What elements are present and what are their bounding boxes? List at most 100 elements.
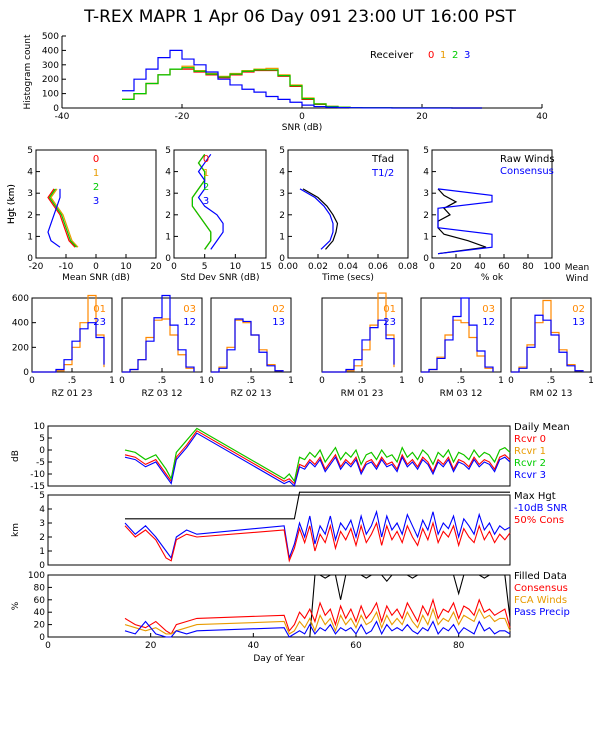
x-axis-label: RZ 03 12 xyxy=(141,389,182,399)
page-title: T-REX MAPR 1 Apr 06 Day 091 23:00 UT 16:… xyxy=(83,7,516,27)
pct-timeseries-series-Consensus xyxy=(124,597,511,635)
ts-legend-entry: FCA Winds xyxy=(514,595,567,606)
y-tick-label: 0 xyxy=(279,254,285,264)
legend-entry-0: 0 xyxy=(203,154,209,165)
mean-snr-profile-series-1 xyxy=(50,188,79,248)
histogram-series-3 xyxy=(122,49,482,109)
y-tick-label: 10 xyxy=(34,422,46,432)
ts-legend-entry: Rcvr 0 xyxy=(514,434,546,445)
legend-entry-1: 1 xyxy=(440,50,446,61)
x-tick-label: 0.02 xyxy=(308,262,328,272)
axes-frame xyxy=(47,494,511,566)
cohist-label-a: 03 xyxy=(183,304,196,315)
mean-wind-label: Wind xyxy=(566,274,589,284)
cohist-label-a: 02 xyxy=(572,304,585,315)
y-tick-label: 2 xyxy=(27,211,33,221)
height-timeseries-series--10dB SNR xyxy=(124,509,511,561)
daily-snr-timeseries-series-Rcvr 0 xyxy=(124,430,511,485)
pct-ok-profile-series-Consensus xyxy=(437,188,493,255)
y-tick-label: 3 xyxy=(279,189,285,199)
cohist-rm-0123-series-23 xyxy=(322,319,395,373)
y-axis-label: Histogram count xyxy=(23,34,33,109)
x-axis-label: RM 02 13 xyxy=(530,389,573,399)
cohist-rm-0312-series-12 xyxy=(421,297,494,373)
x-tick-label: 20 xyxy=(450,262,462,272)
mean-snr-profile-series-2 xyxy=(48,188,77,248)
y-tick-label: 0 xyxy=(165,254,171,264)
y-tick-label: 2 xyxy=(423,211,429,221)
y-tick-label: 200 xyxy=(42,75,59,85)
legend-tfad: Tfad xyxy=(371,154,394,165)
y-tick-label: 600 xyxy=(12,294,29,304)
x-tick-label: 1 xyxy=(109,376,115,386)
pct-timeseries-series-Pass Precip xyxy=(124,620,511,638)
cohist-rz-0312-series-12 xyxy=(122,294,195,373)
x-axis-label: Std Dev SNR (dB) xyxy=(181,273,260,283)
marks-layer xyxy=(32,49,584,638)
cohist-label-b: 13 xyxy=(272,317,285,328)
x-tick-label: 0 xyxy=(319,376,325,386)
y-tick-label: 500 xyxy=(42,32,59,42)
cohist-rz-0213-series-13 xyxy=(211,318,284,373)
cohist-label-b: 12 xyxy=(482,317,495,328)
ts-legend-entry: Pass Precip xyxy=(514,607,570,618)
x-tick-label: 1 xyxy=(498,376,504,386)
y-tick-label: 1 xyxy=(423,232,429,242)
x-tick-label: 0 xyxy=(418,376,424,386)
x-tick-label: 60 xyxy=(498,262,510,272)
y-tick-label: 5 xyxy=(39,491,45,501)
x-tick-label: 0 xyxy=(119,376,125,386)
x-tick-label: 0.04 xyxy=(338,262,358,272)
cohist-label-a: 01 xyxy=(383,304,396,315)
cohist-label-a: 02 xyxy=(272,304,285,315)
y-tick-label: 0 xyxy=(423,254,429,264)
y-tick-label: 100 xyxy=(28,571,45,581)
legend-entry-2: 2 xyxy=(93,182,99,193)
y-tick-label: -5 xyxy=(36,458,45,468)
y-axis-label-profiles: Hgt (km) xyxy=(7,184,17,224)
y-tick-label: -10 xyxy=(30,470,45,480)
x-axis-label: Day of Year xyxy=(253,654,305,664)
pct-timeseries-series-FCA Winds xyxy=(124,607,511,635)
y-tick-label: 4 xyxy=(165,168,171,178)
x-tick-label: 0 xyxy=(45,641,51,651)
x-tick-label: 0 xyxy=(93,262,99,272)
y-tick-label: 5 xyxy=(279,146,285,156)
legend-entry-3: 3 xyxy=(464,50,470,61)
height-timeseries-series-Max Hgt xyxy=(125,491,510,520)
x-tick-label: .5 xyxy=(358,376,367,386)
legend-entry-2: 2 xyxy=(452,50,458,61)
x-tick-label: 40 xyxy=(248,641,260,651)
legend-title: Receiver xyxy=(370,50,414,61)
axes-frame xyxy=(287,149,409,259)
ts-legend-entry: Consensus xyxy=(514,583,568,594)
y-tick-label: 2 xyxy=(279,211,285,221)
legend-entry-0: 0 xyxy=(428,50,434,61)
ts-legend-entry: 50% Cons xyxy=(514,515,564,526)
x-axis-label: RM 01 23 xyxy=(341,389,384,399)
x-tick-label: .5 xyxy=(247,376,256,386)
x-tick-label: 0 xyxy=(29,376,35,386)
legend-entry-0: 0 xyxy=(93,154,99,165)
x-axis-label: Time (secs) xyxy=(321,273,374,283)
y-tick-label: 5 xyxy=(165,146,171,156)
x-tick-label: 0.06 xyxy=(368,262,388,272)
cohist-label-b: 12 xyxy=(183,317,196,328)
ts-legend-entry: Rcvr 3 xyxy=(514,470,546,481)
x-tick-label: 1 xyxy=(288,376,294,386)
y-tick-label: 5 xyxy=(27,146,33,156)
pct-ok-profile-series-Raw Winds xyxy=(437,188,487,255)
axes-frame xyxy=(47,425,511,487)
y-tick-label: 0 xyxy=(27,254,33,264)
y-tick-label: 400 xyxy=(42,46,59,56)
legend-t12: T1/2 xyxy=(371,168,394,179)
x-tick-label: 0 xyxy=(429,262,435,272)
legend-entry-1: 1 xyxy=(203,168,209,179)
y-tick-label: 1 xyxy=(27,232,33,242)
y-tick-label: 20 xyxy=(34,621,46,631)
y-tick-label: 4 xyxy=(39,505,45,515)
pct-timeseries-series-Filled Data xyxy=(125,574,511,638)
x-tick-label: 1 xyxy=(399,376,405,386)
x-tick-label: 10 xyxy=(120,262,132,272)
